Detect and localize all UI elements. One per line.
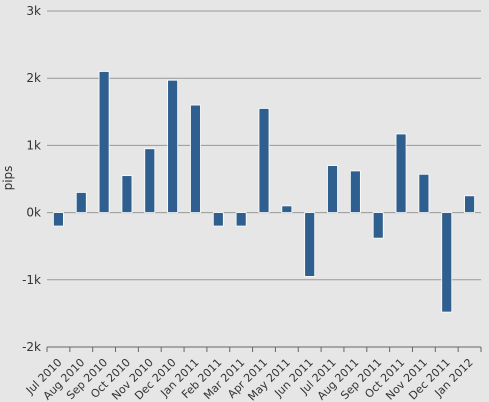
bar: [235, 212, 247, 227]
bar: [372, 212, 384, 239]
y-tick-label: 1k: [26, 138, 41, 152]
bar: [53, 212, 64, 227]
bar: [75, 192, 87, 214]
bar: [281, 205, 293, 214]
bar: [190, 104, 201, 213]
bar: [304, 212, 316, 277]
y-tick-label: -1k: [22, 273, 41, 287]
bar: [327, 165, 338, 213]
bar: [349, 170, 361, 214]
y-tick-label: 3k: [26, 4, 41, 18]
bar: [98, 71, 110, 213]
bar: [121, 175, 133, 213]
bar: [212, 212, 224, 227]
bar: [258, 108, 270, 214]
bars-layer: [53, 71, 475, 313]
y-tick-label: 0k: [26, 206, 41, 220]
bar: [144, 148, 156, 213]
bar: [395, 133, 407, 213]
y-axis-label: pips: [1, 166, 15, 191]
bar: [441, 212, 453, 313]
y-tick-label: 2k: [26, 71, 41, 85]
y-tick-label: -2k: [22, 340, 41, 354]
bar: [418, 173, 430, 214]
bar: [464, 195, 475, 214]
bar: [167, 79, 179, 214]
